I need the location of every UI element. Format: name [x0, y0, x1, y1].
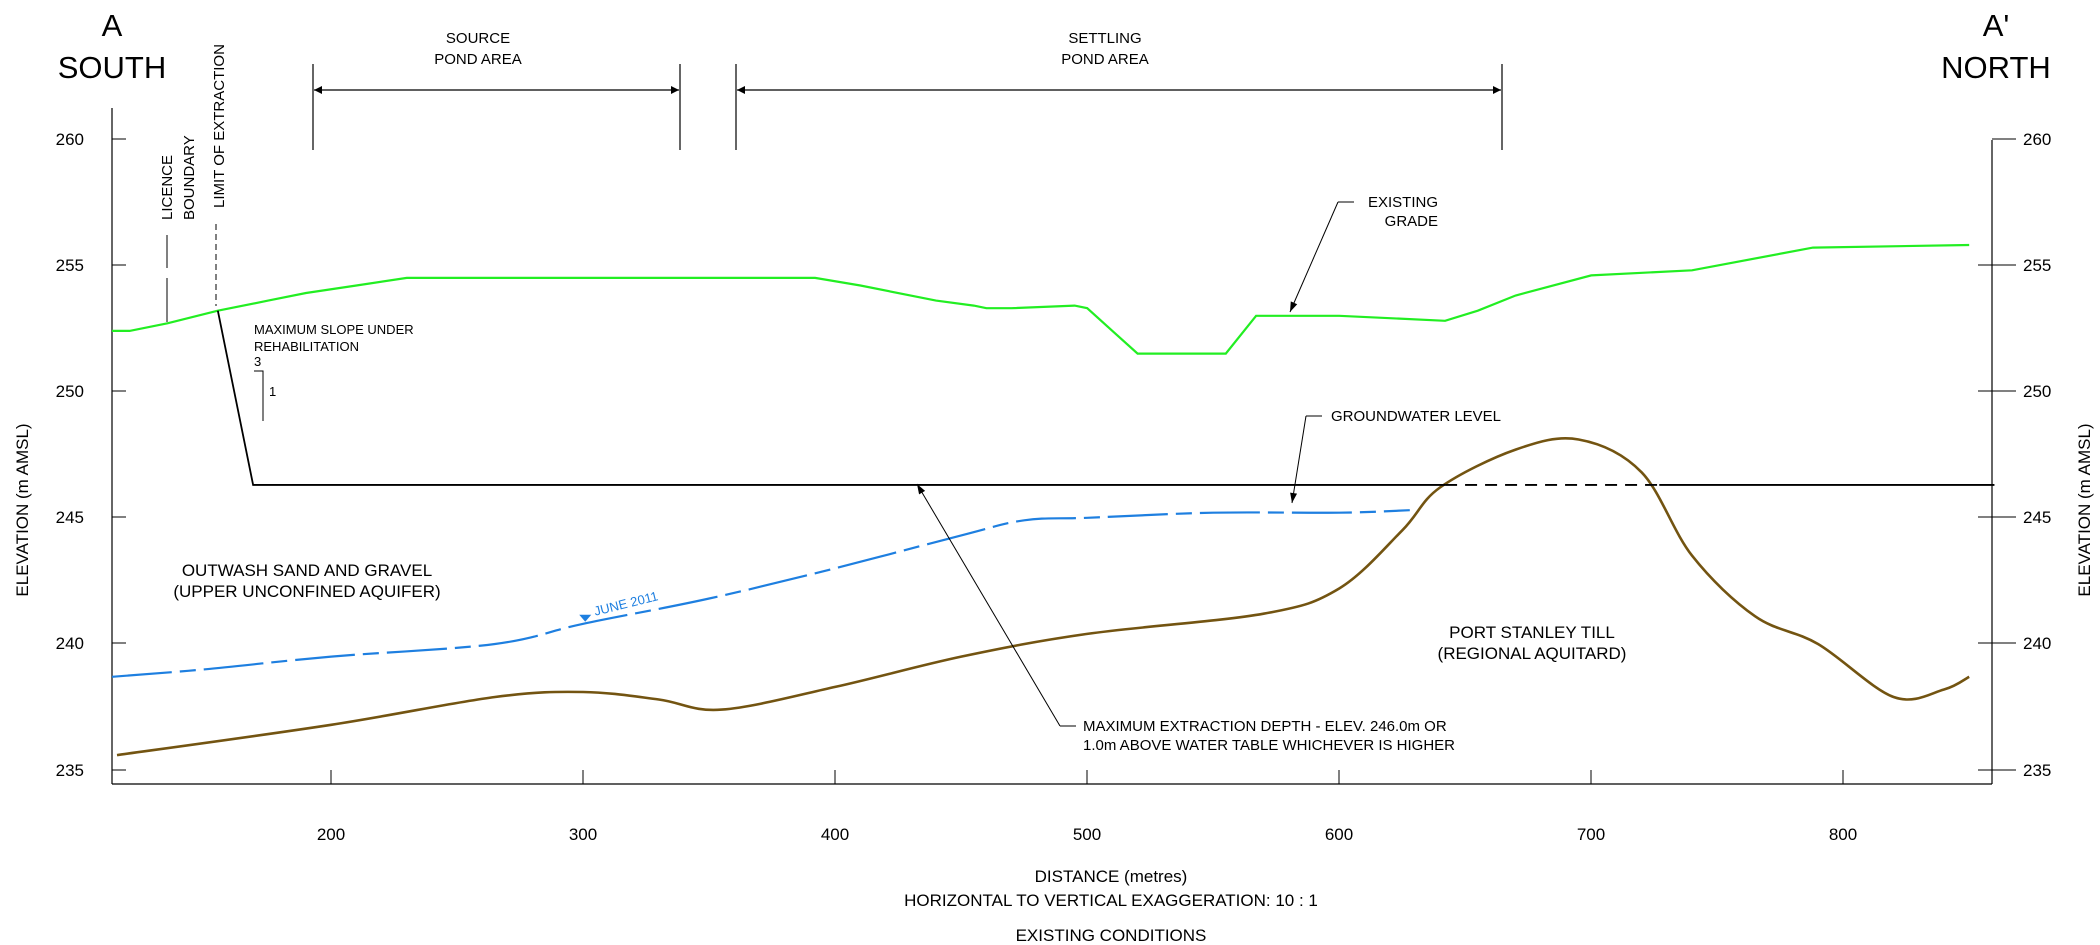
till-label-1: PORT STANLEY TILL [1449, 623, 1615, 642]
x-tick-label: 400 [821, 825, 849, 844]
outwash-label-2: (UPPER UNCONFINED AQUIFER) [173, 582, 440, 601]
y-tick-label-left: 255 [56, 256, 84, 275]
caption: EXISTING CONDITIONS [1016, 926, 1207, 945]
max-slope-label-1: MAXIMUM SLOPE UNDER [254, 322, 414, 337]
source-pond-label-2: POND AREA [434, 51, 522, 68]
limit-of-extraction-label: LIMIT OF EXTRACTION [211, 44, 228, 208]
groundwater-level-line [111, 509, 1410, 678]
y-ticks-left: 260 255 250 245 240 235 [56, 130, 126, 780]
x-tick-label: 200 [317, 825, 345, 844]
source-pond-dimension: SOURCE POND AREA [312, 30, 681, 150]
y-tick-label-left: 250 [56, 382, 84, 401]
y-tick-label-left: 245 [56, 508, 84, 527]
max-extraction-label-2: 1.0m ABOVE WATER TABLE WHICHEVER IS HIGH… [1083, 737, 1455, 754]
slope-vertical-ratio: 1 [269, 384, 276, 399]
till-surface-line [116, 437, 1970, 757]
y-ticks-right: 260 255 250 245 240 235 [1978, 130, 2051, 780]
max-extraction-label-1: MAXIMUM EXTRACTION DEPTH - ELEV. 246.0m … [1083, 718, 1447, 735]
water-table-triangle-icon [579, 614, 592, 622]
groundwater-level-label: GROUNDWATER LEVEL [1331, 408, 1501, 425]
existing-grade-callout: EXISTING GRADE [1289, 194, 1438, 313]
till-label-2: (REGIONAL AQUITARD) [1438, 644, 1627, 663]
x-tick-label: 500 [1073, 825, 1101, 844]
y-axis-title-right: ELEVATION (m AMSL) [2075, 423, 2094, 596]
section-left-letter: A [102, 8, 123, 43]
settling-pond-label-2: POND AREA [1061, 51, 1149, 68]
max-slope-label-2: REHABILITATION [254, 339, 359, 354]
y-tick-label-left: 240 [56, 634, 84, 653]
y-tick-label-right: 240 [2023, 634, 2051, 653]
y-tick-label-right: 255 [2023, 256, 2051, 275]
licence-boundary-label-1: LICENCE [159, 155, 176, 220]
existing-grade-line [112, 243, 1970, 355]
existing-grade-label-2: GRADE [1385, 213, 1438, 230]
section-left-direction: SOUTH [58, 50, 167, 85]
licence-boundary-label-2: BOUNDARY [181, 135, 198, 220]
y-tick-label-right: 235 [2023, 761, 2051, 780]
settling-pond-label-1: SETTLING [1068, 30, 1141, 47]
x-tick-label: 300 [569, 825, 597, 844]
slope-triangle [254, 370, 264, 421]
y-tick-label-left: 235 [56, 761, 84, 780]
existing-grade-label-1: EXISTING [1368, 194, 1438, 211]
groundwater-level-callout: GROUNDWATER LEVEL [1290, 408, 1501, 504]
settling-pond-dimension: SETTLING POND AREA [735, 30, 1503, 150]
y-axis-title-left: ELEVATION (m AMSL) [13, 423, 32, 596]
slope-horizontal-ratio: 3 [254, 354, 261, 369]
section-right-direction: NORTH [1941, 50, 2051, 85]
exaggeration-note: HORIZONTAL TO VERTICAL EXAGGERATION: 10 … [904, 891, 1318, 910]
section-right-letter: A' [1983, 8, 2010, 43]
x-axis-title: DISTANCE (metres) [1035, 867, 1188, 886]
y-tick-label-right: 260 [2023, 130, 2051, 149]
source-pond-label-1: SOURCE [446, 30, 510, 47]
y-tick-label-left: 260 [56, 130, 84, 149]
x-tick-label: 600 [1325, 825, 1353, 844]
y-tick-label-right: 245 [2023, 508, 2051, 527]
y-tick-label-right: 250 [2023, 382, 2051, 401]
x-ticks: 200 300 400 500 600 700 800 [317, 770, 1857, 844]
max-extraction-callout: MAXIMUM EXTRACTION DEPTH - ELEV. 246.0m … [916, 483, 1455, 754]
x-tick-label: 700 [1577, 825, 1605, 844]
x-tick-label: 800 [1829, 825, 1857, 844]
outwash-label-1: OUTWASH SAND AND GRAVEL [182, 561, 432, 580]
max-extraction-depth-line [216, 310, 1995, 486]
